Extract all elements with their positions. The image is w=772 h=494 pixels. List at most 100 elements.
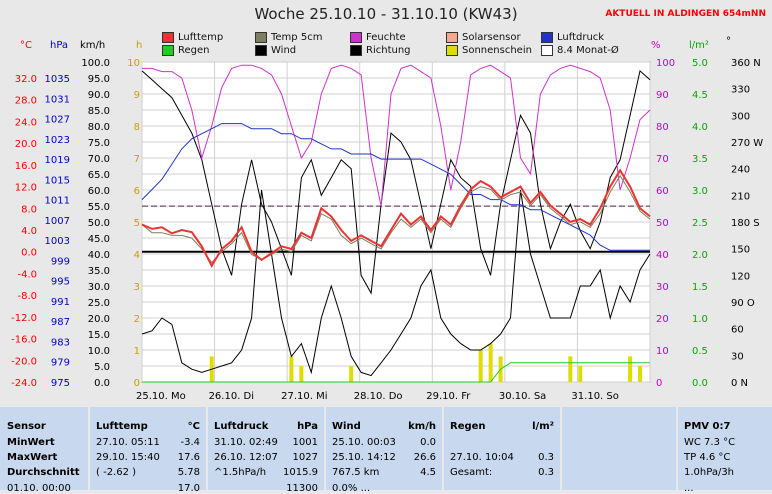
w-min-time: 25.10. 00:03: [332, 437, 396, 448]
sunshine-bar: [578, 366, 583, 382]
kmh-tick: 55.0: [88, 202, 110, 213]
hpa-tick: 979: [51, 358, 70, 369]
hdr-pmv: PMV 0:7: [684, 421, 731, 432]
hpa-tick: 1011: [45, 196, 70, 207]
dir-tick: 90 O: [731, 298, 755, 309]
pmv-trend: 1.0hPa/3h: [684, 467, 735, 478]
legend-temp5cm: Temp 5cm: [255, 32, 322, 43]
dir-tick: 60: [731, 325, 744, 336]
w-max-time: 25.10. 14:12: [332, 452, 396, 463]
dir-tick: 270 W: [731, 138, 763, 149]
r-total-val: 0.3: [538, 467, 554, 478]
unit-lufttemp: °C: [187, 421, 200, 432]
series-layer: [141, 64, 651, 383]
x-tick: 25.10. Mo: [136, 391, 186, 402]
w-min-val: 0.0: [420, 437, 436, 448]
pct-tick: 10: [656, 346, 669, 357]
hours-tick: 8: [134, 122, 140, 133]
chart-title: Woche 25.10.10 - 31.10.10 (KW43): [254, 5, 518, 23]
temp-tick: 0.0: [21, 248, 37, 259]
pmv-tp: TP 4.6 °C: [684, 452, 731, 463]
legend-richtung: Richtung: [350, 45, 411, 56]
legend-regen: Regen: [162, 45, 210, 56]
ld-min-time: 31.10. 02:49: [214, 437, 278, 448]
rain-tick: 1.5: [692, 282, 708, 293]
hdr-wind: Wind: [332, 421, 361, 432]
rain-tick: 5.0: [692, 58, 708, 69]
row-cut: 01.10. 00:00: [7, 483, 71, 494]
dir-tick: 120: [731, 271, 750, 282]
dir-axis-unit: °: [726, 36, 731, 47]
kmh-tick: 90.0: [88, 90, 110, 101]
hpa-tick: 1015: [45, 175, 70, 186]
legend-sonnenschein: Sonnenschein: [446, 45, 532, 56]
x-tick: 28.10. Do: [354, 391, 403, 402]
rain-tick: 1.0: [692, 314, 708, 325]
temp-axis-unit: °C: [20, 40, 32, 51]
pct-tick: 40: [656, 250, 669, 261]
kmh-tick: 0.0: [94, 378, 110, 389]
hdr-regen: Regen: [450, 421, 486, 432]
dir-tick: 360 N: [731, 58, 761, 69]
rain-tick: 2.0: [692, 250, 708, 261]
ld-max-time: 26.10. 12:07: [214, 452, 278, 463]
temp-tick: -24.0: [11, 378, 37, 389]
kmh-tick: 5.0: [94, 362, 110, 373]
rain-tick: 0.5: [692, 346, 708, 357]
temp-tick: 4.0: [21, 226, 37, 237]
hours-tick: 3: [134, 282, 140, 293]
kmh-tick: 65.0: [88, 170, 110, 181]
row-max: MaxWert: [7, 452, 58, 463]
pct-tick: 70: [656, 154, 669, 165]
hours-axis-unit: h: [136, 40, 143, 51]
x-tick: 31.10. So: [571, 391, 618, 402]
dir-tick: 180 S: [731, 218, 760, 229]
legend-solarsensor: Solarsensor: [446, 32, 521, 43]
stats-table: Sensor MinWert MaxWert Durchschnitt 01.1…: [0, 407, 772, 494]
series-luftdruck: [141, 123, 650, 251]
station-label: AKTUELL IN ALDINGEN 654mNN: [605, 9, 766, 19]
w-max-val: 26.6: [413, 452, 436, 463]
legend-lufttemp: Lufttemp: [162, 32, 223, 43]
hpa-tick: 975: [51, 378, 70, 389]
row-min: MinWert: [7, 437, 55, 448]
unit-regen: l/m²: [532, 421, 554, 432]
temp-tick: 16.0: [15, 161, 37, 172]
series-richtung: [141, 69, 651, 295]
hdr-sensor: Sensor: [7, 421, 46, 432]
x-tick: 30.10. Sa: [499, 391, 546, 402]
series-regen: [142, 362, 650, 383]
ld-avg-val: 1015.9: [283, 467, 318, 478]
grid: [141, 61, 651, 383]
kmh-axis-unit: km/h: [80, 40, 106, 51]
legend-wind: Wind: [255, 45, 296, 56]
legend-luftdruck: Luftdruck: [541, 32, 604, 43]
col-lufttemp: Lufttemp °C 27.10. 05:11 -3.4 29.10. 15:…: [88, 407, 206, 494]
kmh-tick: 80.0: [88, 122, 110, 133]
pct-tick: 0: [656, 378, 662, 389]
ld-trend: ^1.5hPa/h: [214, 467, 267, 478]
hours-tick: 9: [134, 90, 140, 101]
dir-tick: 330: [731, 85, 750, 96]
hdr-lufttemp: Lufttemp: [96, 421, 148, 432]
hours-tick: 6: [134, 186, 140, 197]
temp-tick: 12.0: [15, 183, 37, 194]
w-avg-val: 4.5: [420, 467, 436, 478]
col-regen: Regen l/m² 27.10. 10:04 0.3 Gesamt: 0.3: [442, 407, 560, 490]
hpa-tick: 1003: [45, 236, 70, 247]
temp-tick: 24.0: [15, 117, 37, 128]
rain-tick: 4.0: [692, 122, 708, 133]
lt-avg-val: 5.78: [177, 467, 200, 478]
hpa-tick: 1027: [45, 115, 70, 126]
series-temp5cm: [141, 174, 651, 264]
r-max-val: 0.3: [538, 452, 554, 463]
w-distance: 767.5 km: [332, 467, 380, 478]
col-pmv: PMV 0:7 WC 7.3 °C TP 4.6 °C 1.0hPa/3h ..…: [676, 407, 772, 494]
pct-tick: 60: [656, 186, 669, 197]
lt-avg-note: ( -2.62 ): [96, 467, 137, 478]
ld-min-val: 1001: [292, 437, 318, 448]
pct-tick: 50: [656, 218, 669, 229]
series-feuchte: [142, 64, 651, 207]
col-blank: [560, 407, 676, 490]
hpa-tick: 995: [51, 277, 70, 288]
